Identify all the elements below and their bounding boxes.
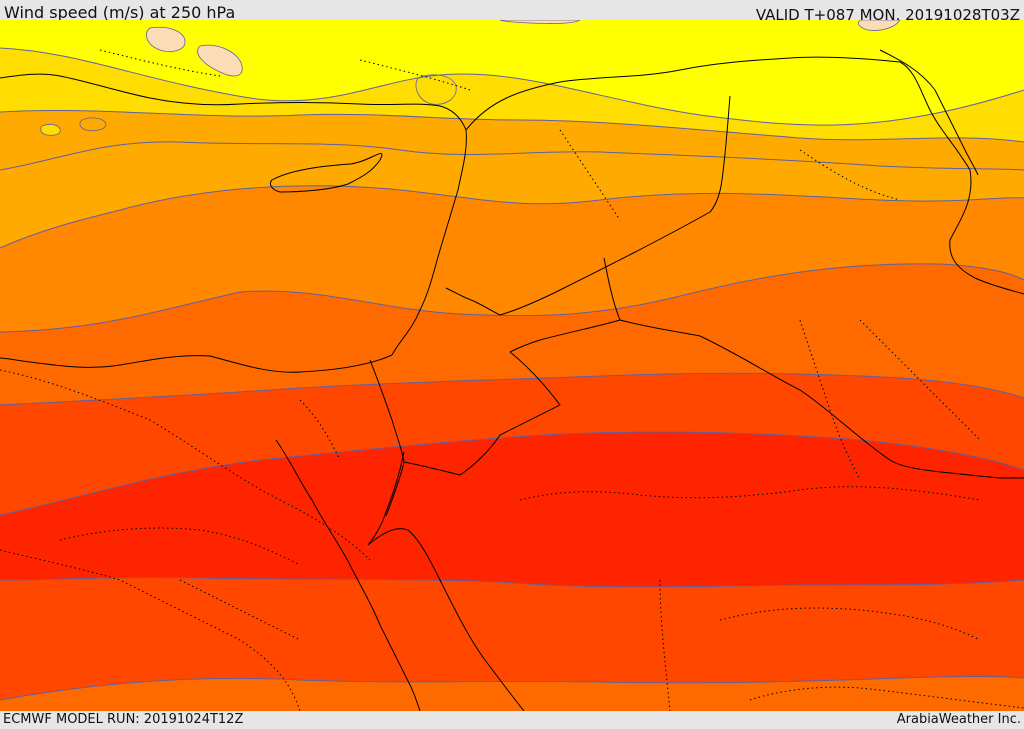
valid-time: VALID T+087 MON. 20191028T03Z	[755, 6, 1020, 24]
credit: ArabiaWeather Inc.	[896, 712, 1021, 727]
band-red-orange-south	[0, 577, 1024, 711]
calm-patch	[858, 20, 901, 31]
wind-speed-map	[0, 20, 1024, 711]
map-title: Wind speed (m/s) at 250 hPa	[4, 3, 236, 22]
calm-patch	[197, 44, 243, 77]
amber-patch	[79, 117, 107, 132]
isotach-contours	[0, 47, 1024, 701]
band-dark-orange-south	[0, 676, 1024, 711]
band-red	[0, 432, 1024, 587]
model-run: ECMWF MODEL RUN: 20191024T12Z	[3, 712, 244, 727]
country-borders	[369, 56, 1024, 517]
calm-patch	[499, 20, 581, 24]
province-boundaries	[0, 49, 1024, 711]
gold-patch	[40, 124, 61, 136]
calm-patch	[146, 26, 186, 52]
coastlines	[0, 49, 1024, 711]
